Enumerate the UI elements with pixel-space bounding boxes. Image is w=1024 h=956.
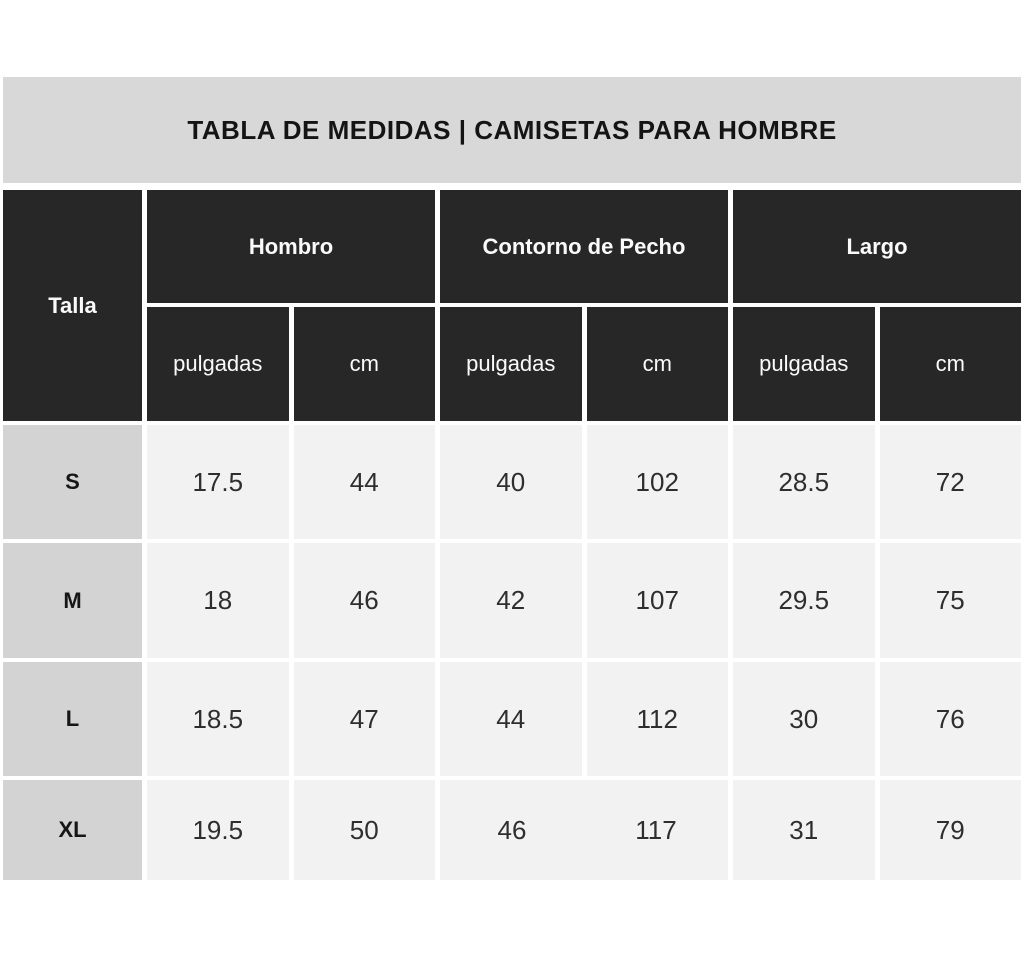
value-cell-xl-hombro-cm: 50	[293, 780, 435, 880]
header-cell-talla: Talla	[3, 190, 142, 421]
value-cell-s-hombro-cm: 44	[293, 425, 435, 539]
value-cell-s-contorno-pulgadas: 40	[440, 425, 582, 539]
value-cell-xl-largo-cm: 79	[879, 780, 1021, 880]
value-cell-xl-hombro-pulgadas: 19.5	[147, 780, 289, 880]
value-cell-s-largo-cm: 72	[879, 425, 1021, 539]
unit-header-hombro-pulgadas: pulgadas	[147, 307, 289, 421]
unit-header-largo-cm: cm	[879, 307, 1021, 421]
value-cell-l-hombro-pulgadas: 18.5	[147, 662, 289, 776]
group-header-largo: Largo	[733, 190, 1021, 303]
value-cell-xl-contorno-pulgadas: 46	[497, 814, 527, 845]
group-header-hombro: Hombro	[147, 190, 435, 303]
value-cell-xl-largo-pulgadas: 31	[733, 780, 875, 880]
size-cell-s: S	[3, 425, 142, 539]
size-cell-m: M	[3, 543, 142, 658]
value-cell-m-contorno-pulgadas: 42	[440, 543, 582, 658]
chart-title-bar: TABLA DE MEDIDAS | CAMISETAS PARA HOMBRE	[3, 77, 1021, 183]
value-cell-s-largo-pulgadas: 28.5	[733, 425, 875, 539]
chart-title: TABLA DE MEDIDAS | CAMISETAS PARA HOMBRE	[187, 114, 837, 145]
value-cell-xl-contorno-cm: 117	[635, 814, 677, 845]
value-cell-l-largo-cm: 76	[879, 662, 1021, 776]
size-chart: TABLA DE MEDIDAS | CAMISETAS PARA HOMBRE…	[3, 77, 1021, 880]
size-table: Talla Hombro Contorno de Pecho Largo pul…	[3, 190, 1021, 880]
value-cell-l-contorno-cm: 112	[586, 662, 728, 776]
value-cell-m-largo-cm: 75	[879, 543, 1021, 658]
group-header-contorno-de-pecho: Contorno de Pecho	[440, 190, 728, 303]
unit-header-contorno-pulgadas: pulgadas	[440, 307, 582, 421]
value-cell-m-contorno-cm: 107	[586, 543, 728, 658]
value-cell-m-hombro-cm: 46	[293, 543, 435, 658]
unit-header-hombro-cm: cm	[293, 307, 435, 421]
value-cell-s-hombro-pulgadas: 17.5	[147, 425, 289, 539]
size-cell-l: L	[3, 662, 142, 776]
value-cell-s-contorno-cm: 102	[586, 425, 728, 539]
size-cell-xl: XL	[3, 780, 142, 880]
unit-header-largo-pulgadas: pulgadas	[733, 307, 875, 421]
value-cell-m-hombro-pulgadas: 18	[147, 543, 289, 658]
value-cell-xl-contorno-merged: 46 117	[440, 780, 728, 880]
value-cell-l-hombro-cm: 47	[293, 662, 435, 776]
value-cell-m-largo-pulgadas: 29.5	[733, 543, 875, 658]
unit-header-contorno-cm: cm	[586, 307, 728, 421]
value-cell-l-contorno-pulgadas: 44	[440, 662, 582, 776]
value-cell-l-largo-pulgadas: 30	[733, 662, 875, 776]
